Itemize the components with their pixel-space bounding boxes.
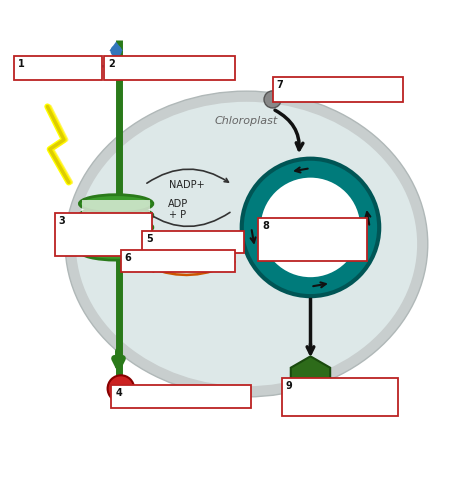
Text: 2: 2 [108, 59, 115, 69]
Text: 5: 5 [146, 234, 153, 244]
Circle shape [261, 178, 360, 277]
Ellipse shape [79, 219, 153, 236]
FancyBboxPatch shape [142, 231, 244, 253]
FancyBboxPatch shape [258, 218, 367, 261]
Ellipse shape [76, 102, 417, 386]
Text: NADP+: NADP+ [169, 180, 205, 190]
FancyBboxPatch shape [14, 56, 102, 81]
Text: 6: 6 [125, 252, 131, 263]
Circle shape [242, 159, 379, 296]
FancyBboxPatch shape [82, 200, 151, 255]
Circle shape [108, 375, 134, 402]
FancyBboxPatch shape [111, 385, 251, 407]
Ellipse shape [79, 206, 153, 224]
Text: 1: 1 [18, 59, 25, 69]
FancyBboxPatch shape [121, 250, 235, 272]
Text: 3: 3 [58, 216, 65, 226]
Text: + P: + P [169, 210, 186, 220]
Text: 9: 9 [286, 381, 292, 390]
FancyBboxPatch shape [55, 213, 152, 256]
Circle shape [264, 91, 281, 108]
Polygon shape [109, 41, 123, 51]
Ellipse shape [79, 195, 153, 213]
FancyBboxPatch shape [282, 378, 398, 416]
Polygon shape [291, 356, 330, 402]
FancyBboxPatch shape [104, 56, 235, 81]
Text: ADP: ADP [168, 199, 188, 209]
Text: 4: 4 [115, 387, 122, 398]
Ellipse shape [79, 242, 153, 260]
Circle shape [110, 45, 122, 57]
Text: 7: 7 [276, 80, 283, 90]
FancyBboxPatch shape [273, 77, 403, 102]
Ellipse shape [79, 230, 153, 248]
Ellipse shape [65, 91, 428, 397]
Text: 8: 8 [262, 221, 269, 231]
Text: Chloroplast: Chloroplast [215, 116, 278, 126]
